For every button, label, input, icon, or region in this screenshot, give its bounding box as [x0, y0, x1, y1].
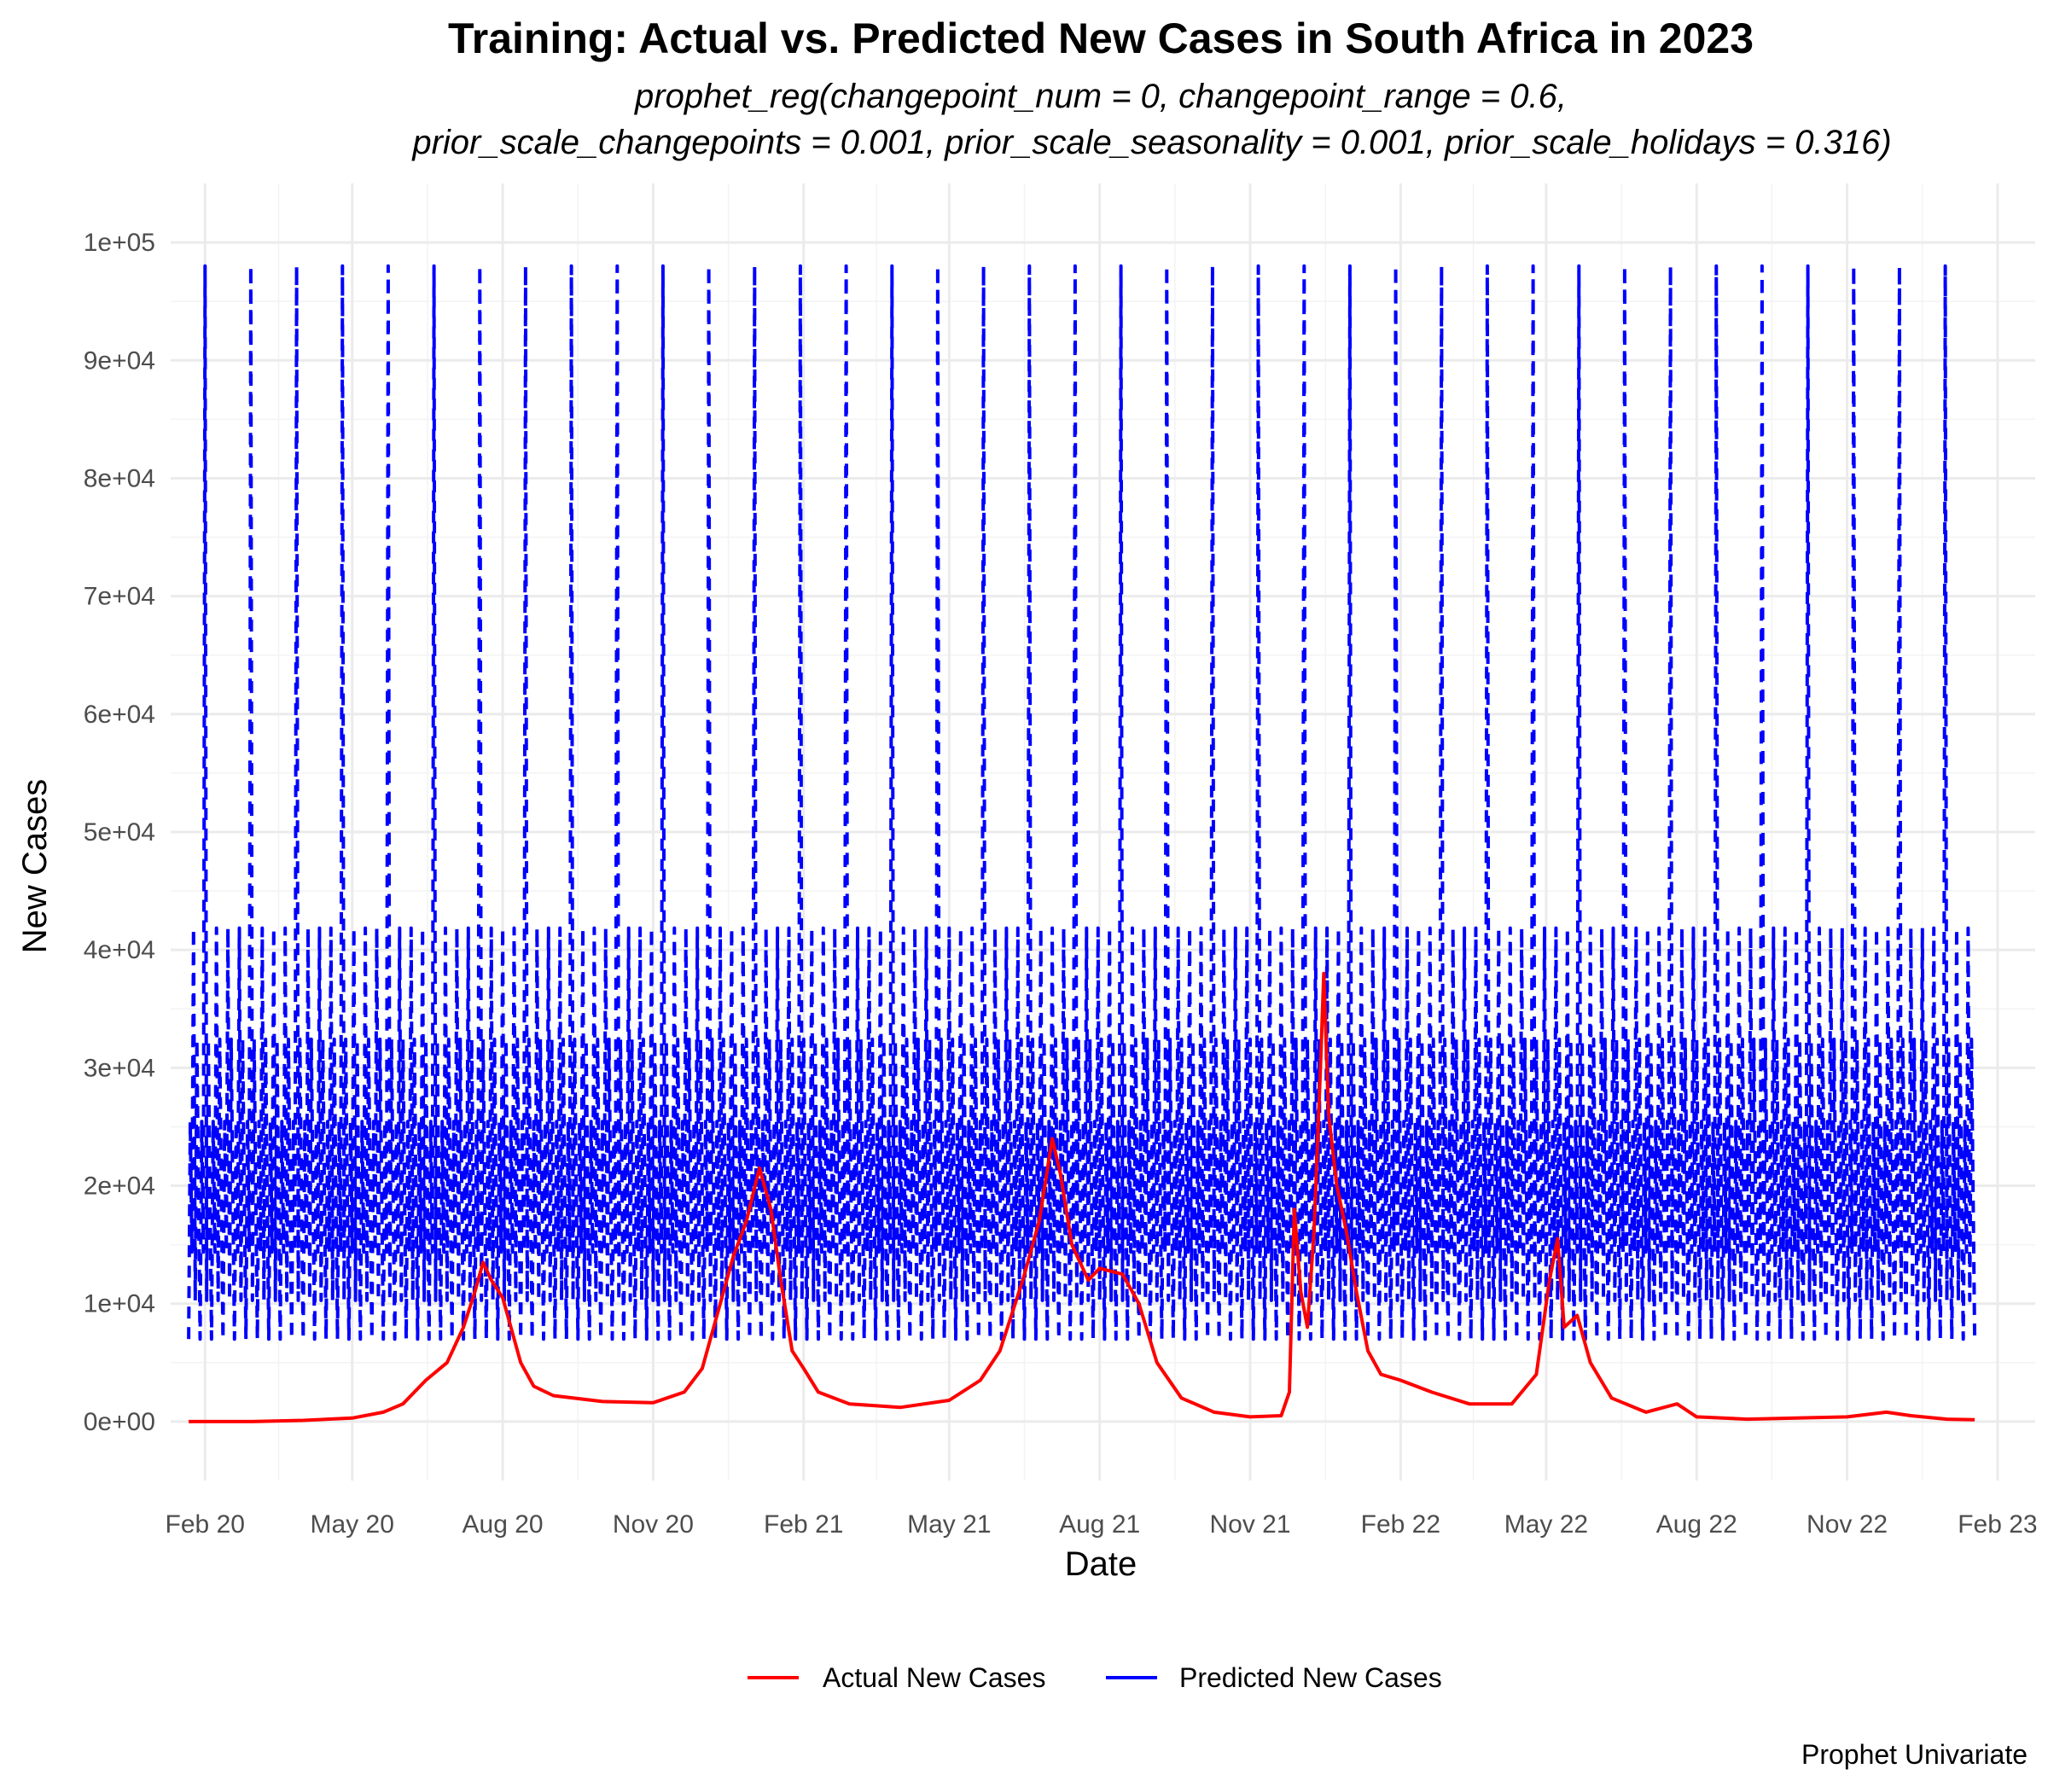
chart-title: Training: Actual vs. Predicted New Cases…: [448, 15, 1754, 62]
y-axis-title: New Cases: [16, 779, 54, 954]
predicted-new-cases-line: [187, 264, 1977, 1341]
y-tick-label: 1e+04: [84, 1290, 155, 1318]
y-tick-label: 4e+04: [84, 936, 155, 964]
x-tick-label: May 20: [311, 1510, 394, 1539]
x-axis-ticks: Feb 20 May 20 Aug 20 Nov 20 Feb 21 May 21 Aug …: [166, 1510, 2038, 1539]
x-tick-label: May 22: [1504, 1510, 1588, 1539]
series-actual-new-cases: [189, 971, 1975, 1423]
y-tick-label: 6e+04: [84, 701, 155, 729]
x-tick-label: Feb 20: [166, 1510, 245, 1539]
x-axis-title: Date: [1065, 1545, 1137, 1583]
legend: Actual New Cases Predicted New Cases: [748, 1662, 1442, 1693]
x-tick-label: Nov 22: [1807, 1510, 1888, 1539]
x-tick-label: Nov 20: [613, 1510, 694, 1539]
x-tick-label: Aug 21: [1059, 1510, 1140, 1539]
y-tick-label: 1e+05: [84, 229, 155, 257]
chart-subtitle-line-1: prophet_reg(changepoint_num = 0, changep…: [634, 78, 1567, 115]
y-tick-label: 2e+04: [84, 1172, 155, 1201]
chart-subtitle-line-2: prior_scale_changepoints = 0.001, prior_…: [411, 124, 1891, 161]
x-tick-label: Feb 21: [764, 1510, 843, 1539]
y-tick-label: 9e+04: [84, 346, 155, 375]
actual-new-cases-line: [189, 971, 1975, 1423]
y-tick-label: 7e+04: [84, 583, 155, 611]
x-tick-label: Feb 22: [1361, 1510, 1440, 1539]
x-tick-label: Nov 21: [1209, 1510, 1290, 1539]
legend-label-predicted: Predicted New Cases: [1179, 1662, 1442, 1693]
x-tick-label: Feb 23: [1958, 1510, 2037, 1539]
y-tick-label: 3e+04: [84, 1054, 155, 1082]
x-tick-label: May 21: [907, 1510, 991, 1539]
x-tick-label: Aug 20: [463, 1510, 544, 1539]
y-axis-ticks: 0e+00 1e+04 2e+04 3e+04 4e+04 5e+04 6e+04 7e+04…: [84, 229, 155, 1436]
x-tick-label: Aug 22: [1656, 1510, 1737, 1539]
y-tick-label: 0e+00: [84, 1408, 155, 1436]
series-predicted-new-cases: [187, 264, 1977, 1341]
chart-caption: Prophet Univariate: [1801, 1739, 2028, 1770]
y-tick-label: 8e+04: [84, 464, 155, 492]
y-tick-label: 5e+04: [84, 818, 155, 847]
legend-label-actual: Actual New Cases: [823, 1662, 1045, 1693]
